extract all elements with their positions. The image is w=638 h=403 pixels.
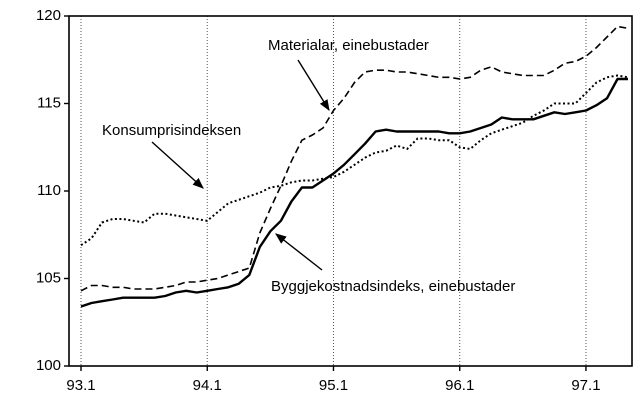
x-tick-label: 93.1	[66, 377, 95, 394]
x-tick-label: 96.1	[445, 377, 474, 394]
series-line	[80, 77, 628, 308]
plot-frame	[68, 15, 633, 367]
series-line	[80, 25, 629, 292]
arrow	[297, 59, 330, 111]
x-tick-label: 94.1	[193, 377, 222, 394]
series-label: Materialar, einebustader	[268, 37, 429, 54]
y-tick-label: 120	[36, 7, 61, 24]
arrow	[275, 233, 323, 271]
series-line	[80, 74, 629, 247]
x-tick-label: 97.1	[571, 377, 600, 394]
x-tick-label: 95.1	[319, 377, 348, 394]
y-tick-label: 100	[36, 357, 61, 374]
y-tick-label: 110	[37, 182, 61, 199]
series-label: Byggjekostnadsindeks, einebustader	[271, 278, 515, 295]
series-label: Konsumprisindeksen	[102, 122, 241, 139]
y-tick-label: 105	[36, 269, 61, 286]
arrow	[151, 141, 204, 189]
y-tick-label: 115	[37, 94, 61, 111]
